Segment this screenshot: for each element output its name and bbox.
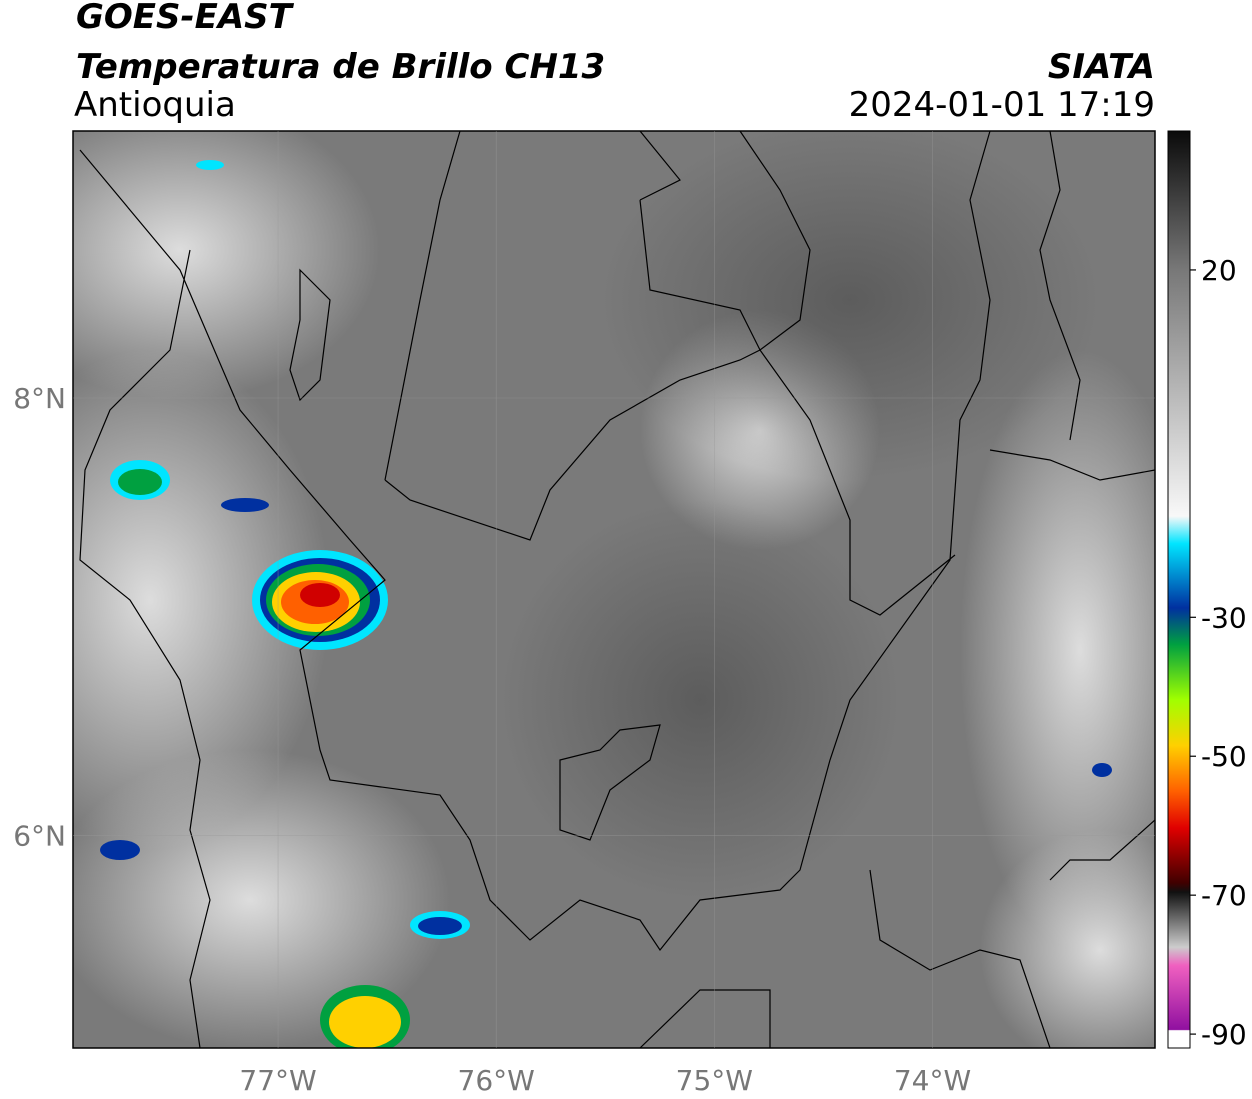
colorbar-tick-label: -50 — [1201, 740, 1247, 773]
y-tick-label: 8°N — [13, 382, 66, 415]
colorbar — [1167, 130, 1191, 1049]
map-frame — [72, 130, 1156, 1049]
colorbar-tick-label: -70 — [1201, 879, 1247, 912]
colorbar-tick-label: -90 — [1201, 1018, 1247, 1051]
x-tick-label: 75°W — [676, 1064, 753, 1097]
source: SIATA — [1048, 47, 1155, 87]
x-tick-label: 76°W — [458, 1064, 535, 1097]
subtitle: Temperatura de Brillo CH13 — [76, 47, 605, 87]
y-tick-label: 6°N — [13, 820, 66, 853]
region: Antioquia — [74, 85, 236, 125]
timestamp: 2024-01-01 17:19 — [849, 85, 1155, 125]
borders — [79, 131, 1155, 1048]
x-tick-label: 74°W — [894, 1064, 971, 1097]
title: GOES-EAST — [76, 0, 295, 37]
colorbar-tick-label: 20 — [1201, 254, 1237, 287]
cold-cloud — [100, 160, 1112, 1048]
map-image — [73, 131, 1155, 1048]
colorbar-tick-label: -30 — [1201, 601, 1247, 634]
x-tick-label: 77°W — [239, 1064, 316, 1097]
